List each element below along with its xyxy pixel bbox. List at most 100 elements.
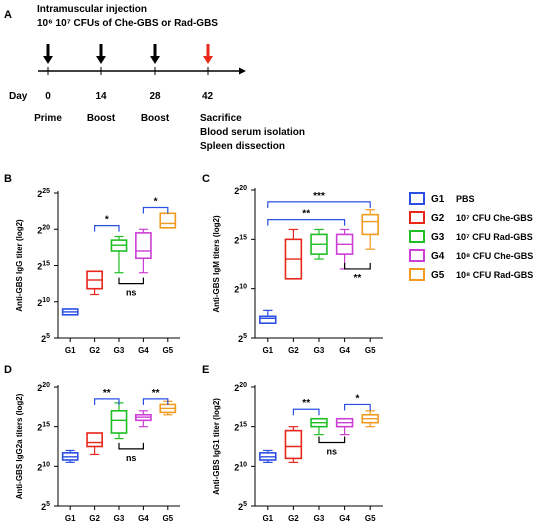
legend-code: G2 bbox=[431, 213, 445, 224]
chart-c-igm: 25 210 215 220 G1 G2 G3 G4 G5 Anti-GBS IgM titers… bbox=[212, 185, 383, 355]
x-tick-label: G4 bbox=[339, 514, 350, 523]
box-g3 bbox=[310, 228, 328, 260]
x-tick-label: G2 bbox=[89, 346, 100, 355]
x-tick-label: G2 bbox=[288, 346, 299, 355]
box-g1 bbox=[259, 309, 277, 325]
panel-d-letter: D bbox=[4, 364, 12, 376]
x-tick-label: G2 bbox=[89, 514, 100, 523]
legend-text: PBS bbox=[456, 194, 475, 204]
significance-bracket: * bbox=[344, 393, 371, 411]
x-tick-label: G4 bbox=[138, 346, 149, 355]
box-iqr bbox=[135, 232, 152, 260]
x-tick-label: G1 bbox=[262, 514, 273, 523]
event-day: 0 bbox=[45, 91, 51, 102]
y-tick-label: 215 bbox=[234, 234, 247, 245]
legend-code: G1 bbox=[431, 194, 445, 205]
event-arrow-head bbox=[96, 56, 106, 64]
significance-bracket: ** bbox=[142, 388, 169, 405]
panel-a-title-line2: 10⁶ 10⁷ CFUs of Che-GBS or Rad-GBS bbox=[37, 18, 218, 29]
panel-a-letter: A bbox=[4, 9, 12, 21]
y-tick-label: 220 bbox=[37, 224, 50, 235]
legend-swatch bbox=[409, 192, 425, 205]
box-g2 bbox=[86, 270, 103, 296]
significance-bracket: ns bbox=[118, 442, 144, 463]
box-g3 bbox=[310, 417, 328, 436]
y-tick-label: 225 bbox=[37, 188, 50, 199]
box-g4 bbox=[335, 417, 354, 436]
bracket-line bbox=[267, 201, 371, 208]
box-g1 bbox=[61, 449, 79, 463]
legend-code: G4 bbox=[431, 251, 445, 262]
y-tick-label: 25 bbox=[41, 501, 50, 512]
event-day: 14 bbox=[95, 91, 107, 102]
note-blood-serum: Blood serum isolation bbox=[200, 127, 305, 138]
x-tick-label: G4 bbox=[138, 514, 149, 523]
bracket-label: ** bbox=[152, 388, 160, 399]
y-tick-label: 25 bbox=[238, 333, 247, 344]
box-g5 bbox=[361, 410, 379, 428]
x-tick-label: G1 bbox=[65, 514, 76, 523]
note-spleen: Spleen dissection bbox=[200, 141, 285, 152]
event-arrow-head bbox=[43, 56, 53, 64]
panel-e-letter: E bbox=[202, 364, 209, 376]
event-arrow-head bbox=[150, 56, 160, 64]
significance-bracket: ** bbox=[292, 398, 320, 416]
x-tick-label: G3 bbox=[314, 346, 325, 355]
x-tick-label: G4 bbox=[339, 346, 350, 355]
box-g4 bbox=[135, 410, 152, 428]
y-tick-label: 215 bbox=[37, 261, 50, 272]
box-iqr bbox=[259, 315, 277, 325]
legend-text: 10⁸ CFU Rad-GBS bbox=[456, 270, 533, 280]
bracket-line bbox=[93, 398, 120, 405]
box-g3 bbox=[110, 235, 128, 274]
box-g2 bbox=[284, 426, 303, 463]
y-tick-label: 210 bbox=[37, 297, 50, 308]
significance-bracket: ** bbox=[93, 388, 120, 405]
y-axis-label: Anti-GBS IgG1 titer (log2) bbox=[212, 398, 221, 495]
bracket-label: * bbox=[154, 197, 158, 208]
timeline-arrowhead bbox=[239, 67, 246, 75]
x-tick-label: G5 bbox=[365, 514, 376, 523]
box-g1 bbox=[61, 308, 79, 316]
legend-text: 10⁷ CFU Che-GBS bbox=[456, 213, 533, 223]
panel-a-title-line1: Intramuscular injection bbox=[37, 4, 147, 15]
y-tick-label: 210 bbox=[234, 284, 247, 295]
bracket-label: ** bbox=[302, 209, 310, 220]
y-tick-label: 25 bbox=[41, 333, 50, 344]
panel-a-timeline: A Intramuscular injection 10⁶ 10⁷ CFUs o… bbox=[4, 4, 305, 152]
significance-bracket: ns bbox=[318, 436, 346, 457]
significance-bracket: *** bbox=[267, 191, 371, 208]
x-tick-label: G2 bbox=[288, 514, 299, 523]
significance-bracket: ** bbox=[344, 262, 371, 284]
box-iqr bbox=[159, 212, 177, 229]
y-tick-label: 220 bbox=[234, 185, 247, 196]
box-g5 bbox=[159, 212, 177, 229]
box-iqr bbox=[86, 432, 103, 448]
x-tick-label: G1 bbox=[262, 346, 273, 355]
y-tick-label: 210 bbox=[37, 461, 50, 472]
bracket-line bbox=[318, 436, 346, 444]
box-g3 bbox=[110, 402, 128, 440]
box-iqr bbox=[110, 409, 128, 434]
event-day: 42 bbox=[202, 91, 214, 102]
bracket-line bbox=[142, 398, 169, 405]
x-tick-label: G5 bbox=[162, 514, 173, 523]
significance-bracket: * bbox=[93, 215, 120, 232]
bracket-line bbox=[118, 277, 144, 285]
significance-bracket: ** bbox=[267, 209, 346, 226]
legend-swatch bbox=[409, 268, 425, 281]
bracket-line bbox=[292, 408, 320, 416]
legend-swatch bbox=[409, 230, 425, 243]
event-label: Boost bbox=[87, 113, 116, 124]
y-tick-label: 215 bbox=[37, 422, 50, 433]
legend-text: 10⁸ CFU Che-GBS bbox=[456, 251, 533, 261]
legend-text: 10⁷ CFU Rad-GBS bbox=[456, 232, 533, 242]
event-arrow-head bbox=[203, 56, 213, 64]
bracket-label: *** bbox=[313, 191, 325, 202]
y-tick-label: 220 bbox=[234, 382, 247, 393]
box-g1 bbox=[259, 449, 277, 463]
x-tick-label: G3 bbox=[314, 514, 325, 523]
legend-swatch bbox=[409, 211, 425, 224]
event-label: Prime bbox=[34, 113, 62, 124]
chart-b-igg: 25 210 215 220 225 G1 G2 G3 G4 G5 Anti-GBS IgG tit… bbox=[15, 188, 180, 355]
